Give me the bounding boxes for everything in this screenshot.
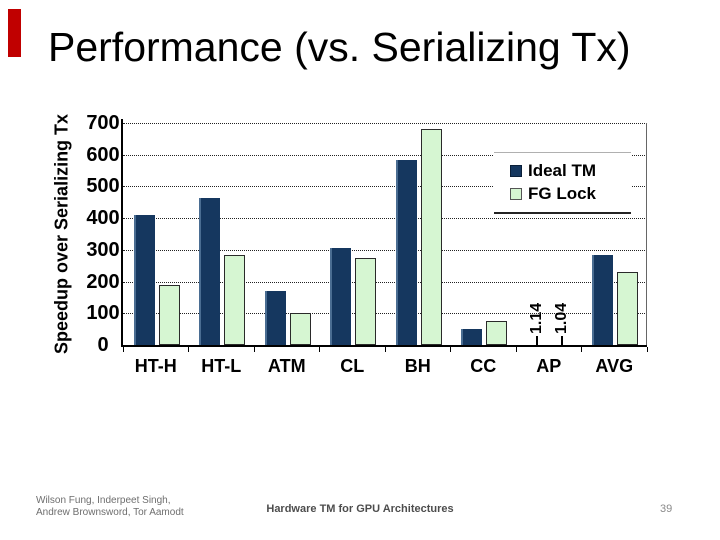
x-category-label: CL: [340, 356, 365, 376]
bar-ideal-tm-ht-l: [199, 197, 221, 345]
bar-ideal-tm-atm: [264, 291, 286, 345]
ideal-tm-swatch-icon: [510, 164, 522, 177]
y-tick-label: 0: [97, 334, 109, 356]
y-tick-label: 500: [86, 175, 120, 198]
bar-ideal-tm-cl: [330, 248, 352, 345]
tiny-bar-stub: [536, 336, 539, 345]
axis-tick: [515, 347, 517, 352]
x-category-label: HT-L: [201, 356, 242, 376]
y-axis-title: Speedup over Serializing Tx: [51, 113, 72, 355]
x-category-label: AP: [536, 356, 562, 376]
axis-tick: [253, 347, 255, 352]
rotated-value-label: 1.04: [553, 302, 571, 334]
tiny-bar-stub: [561, 336, 564, 345]
gridline: [123, 218, 647, 220]
gridline: [123, 123, 647, 124]
y-tick-label: 600: [86, 143, 120, 166]
bar-chart-plot-area: 1.14 1.04: [121, 119, 648, 352]
axis-tick: [188, 347, 189, 352]
x-category-label: HT-H: [134, 356, 177, 376]
gridline: [123, 313, 647, 315]
y-tick-label: 200: [86, 270, 120, 293]
rotated-value-label: 1.14: [528, 302, 546, 334]
axis-tick: [646, 347, 648, 352]
bar-ideal-tm-bh: [395, 159, 417, 345]
y-tick-label: 700: [86, 112, 120, 134]
x-category-label: CC: [470, 356, 497, 376]
footer-page-number: 39: [660, 503, 673, 515]
bar-ideal-tm-avg: [592, 254, 614, 345]
bar-ideal-tm-ht-h: [133, 215, 155, 345]
footer-presentation-title: Hardware TM for GPU Architectures: [266, 503, 454, 515]
axis-tick: [581, 347, 582, 352]
footer-authors-line1: Wilson Fung, Inderpeet Singh,: [36, 495, 171, 506]
y-axis-line: [121, 119, 123, 347]
y-tick-label: 300: [86, 238, 120, 261]
bar-fg-lock-cl: [355, 257, 377, 345]
bar-ideal-tm-cc: [461, 329, 483, 345]
bar-fg-lock-ht-h: [158, 284, 180, 345]
bar-fg-lock-avg: [617, 272, 639, 345]
axis-tick: [384, 347, 386, 352]
x-axis-line: [121, 345, 647, 347]
chart-legend: Ideal TM FG Lock: [494, 152, 631, 214]
gridline: [123, 281, 647, 283]
slide-accent-bar: [8, 9, 21, 57]
footer-authors-line2: Andrew Brownsword, Tor Aamodt: [36, 506, 184, 518]
x-category-label: BH: [404, 356, 431, 376]
axis-tick: [450, 347, 451, 352]
plot-right-border: [646, 123, 647, 345]
y-tick-label: 400: [86, 207, 120, 230]
bar-fg-lock-cc: [486, 321, 508, 345]
axis-tick: [122, 347, 124, 352]
gridline: [123, 186, 647, 188]
slide-title: Performance (vs. Serializing Tx): [48, 24, 631, 70]
bar-fg-lock-ht-l: [224, 254, 246, 345]
legend-label: Ideal TM: [528, 160, 597, 180]
gridline: [123, 154, 647, 156]
gridline: [123, 249, 647, 251]
y-tick-label: 100: [86, 302, 120, 325]
bar-fg-lock-atm: [289, 313, 311, 345]
footer-authors: Wilson Fung, Inderpeet Singh, Andrew Bro…: [36, 495, 184, 518]
axis-tick: [319, 347, 320, 352]
fg-lock-swatch-icon: [510, 188, 522, 201]
legend-label: FG Lock: [528, 184, 597, 204]
x-category-label: AVG: [595, 356, 634, 376]
x-category-label: ATM: [267, 356, 306, 376]
legend-entry-ideal-tm: Ideal TM: [510, 161, 631, 181]
bar-fg-lock-bh: [420, 129, 442, 345]
legend-entry-fg-lock: FG Lock: [510, 184, 631, 204]
